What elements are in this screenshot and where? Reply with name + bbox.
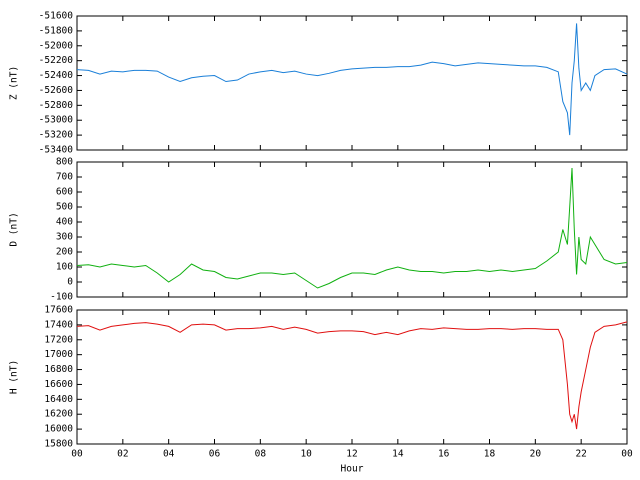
x-tick-label: 14	[392, 449, 404, 460]
y-tick-label: -52800	[39, 100, 74, 111]
y-tick-label: -100	[50, 292, 73, 303]
y-tick-label: 400	[56, 217, 73, 228]
x-tick-label: 18	[484, 449, 496, 460]
x-tick-label: 16	[438, 449, 450, 460]
y-tick-label: 17200	[44, 334, 73, 345]
y-tick-label: 300	[56, 232, 73, 243]
y-axis-label: H (nT)	[9, 360, 20, 394]
x-tick-label: 00	[621, 449, 633, 460]
y-tick-label: -53000	[39, 115, 74, 126]
y-tick-label: 100	[56, 262, 73, 273]
x-tick-label: 10	[300, 449, 312, 460]
y-tick-label: -52400	[39, 70, 74, 81]
x-tick-label: 04	[163, 449, 175, 460]
panel-frame	[76, 15, 628, 151]
x-tick-label: 08	[255, 449, 267, 460]
y-tick-label: 16000	[44, 424, 73, 435]
y-tick-label: 700	[56, 172, 73, 183]
y-tick-label: 600	[56, 187, 73, 198]
y-tick-label: 17600	[44, 305, 73, 316]
y-axis-label: Z (nT)	[9, 66, 20, 100]
y-tick-label: 800	[56, 157, 73, 168]
y-tick-label: 15800	[44, 439, 73, 450]
y-tick-label: 16600	[44, 379, 73, 390]
y-tick-label: -53200	[39, 130, 74, 141]
y-tick-label: -51800	[39, 25, 74, 36]
y-tick-label: -51600	[39, 11, 74, 22]
data-line	[76, 167, 628, 289]
y-tick-label: -52000	[39, 40, 74, 51]
data-line	[76, 23, 628, 136]
y-tick-label: 16200	[44, 409, 73, 420]
y-tick-label: 16800	[44, 364, 73, 375]
data-line	[76, 321, 628, 430]
y-tick-label: 17400	[44, 319, 73, 330]
y-tick-label: 16400	[44, 394, 73, 405]
y-tick-label: -53400	[39, 145, 74, 156]
y-axis-label: D (nT)	[9, 212, 20, 246]
x-tick-label: 00	[71, 449, 83, 460]
y-tick-label: 0	[67, 277, 73, 288]
x-tick-label: 12	[346, 449, 357, 460]
y-tick-label: -52200	[39, 55, 74, 66]
x-tick-label: 20	[530, 449, 542, 460]
x-tick-label: 06	[209, 449, 221, 460]
y-tick-label: 17000	[44, 349, 73, 360]
x-axis-label: Hour	[341, 464, 364, 475]
y-tick-label: 200	[56, 247, 73, 258]
panel-frame	[76, 161, 628, 298]
panel-frame	[76, 309, 628, 445]
x-tick-label: 22	[575, 449, 586, 460]
y-tick-label: 500	[56, 202, 73, 213]
y-tick-label: -52600	[39, 85, 74, 96]
x-tick-label: 02	[117, 449, 128, 460]
